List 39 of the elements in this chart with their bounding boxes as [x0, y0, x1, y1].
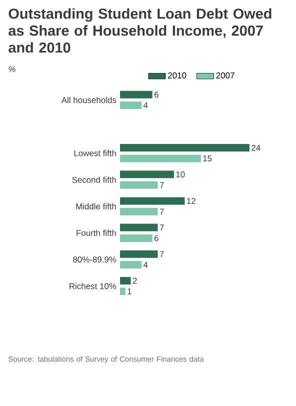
- data-label: 4: [143, 102, 148, 108]
- text: %: [8, 66, 16, 72]
- legend-label: 2010: [168, 72, 186, 78]
- data-label: 6: [154, 92, 158, 98]
- data-label: 7: [160, 251, 164, 258]
- y-tick-label: Fourth fifth: [76, 230, 116, 236]
- bar: [120, 208, 158, 216]
- bar: [120, 261, 142, 269]
- bar: [120, 90, 152, 98]
- data-label: 6: [154, 235, 158, 242]
- bar: [120, 197, 185, 205]
- bar: [120, 144, 250, 152]
- chart-title: Outstanding Student Loan Debt Owed as Share of Household Income, 2007 and 2010: [8, 8, 272, 53]
- bar: [120, 170, 174, 178]
- bar: [120, 154, 201, 162]
- data-label: 7: [160, 208, 164, 215]
- bar: [120, 102, 142, 110]
- data-label: 7: [160, 224, 164, 230]
- bar: [120, 250, 158, 258]
- data-label: 2: [132, 278, 137, 284]
- bar: [120, 288, 126, 296]
- bar: [120, 224, 158, 232]
- data-label: 1: [128, 288, 132, 294]
- y-tick-label: Middle fifth: [76, 203, 116, 210]
- data-label: 7: [160, 182, 164, 188]
- y-tick-label: All households: [61, 96, 116, 104]
- legend-label: 2007: [216, 72, 234, 78]
- data-label: 10: [176, 171, 185, 178]
- y-tick-label: 80%-89.9%: [73, 256, 116, 262]
- data-label: 15: [203, 155, 212, 162]
- bar: [120, 276, 131, 284]
- bar: [120, 181, 158, 189]
- y-tick-label: Richest 10%: [70, 282, 116, 290]
- bar: [120, 234, 152, 242]
- y-tick-label: Lowest fifth: [74, 150, 116, 156]
- data-label: 24: [252, 144, 260, 151]
- y-tick-label: Second fifth: [72, 176, 116, 183]
- data-label: 12: [187, 198, 196, 204]
- data-label: 4: [143, 262, 148, 268]
